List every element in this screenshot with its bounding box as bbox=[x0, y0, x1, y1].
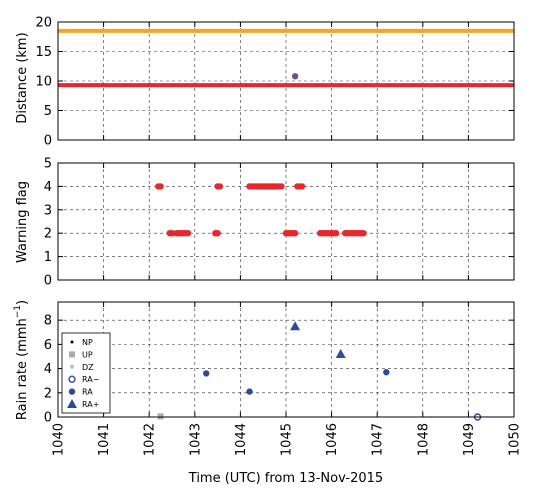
data-point bbox=[360, 230, 367, 237]
distance-ylabel: Distance (km) bbox=[15, 32, 30, 123]
legend-label: UP bbox=[82, 350, 93, 359]
time-xlabel: Time (UTC) from 13-Nov-2015 bbox=[188, 471, 383, 486]
y-tick-label: 10 bbox=[35, 75, 52, 90]
legend-label: RA+ bbox=[82, 400, 99, 409]
x-tick-label: 1044 bbox=[234, 423, 249, 456]
data-point-square bbox=[157, 413, 164, 420]
data-point-circle bbox=[203, 370, 210, 377]
x-tick-label: 1043 bbox=[188, 423, 203, 456]
x-tick-label: 1041 bbox=[97, 423, 112, 456]
data-point-circle bbox=[246, 388, 253, 395]
x-tick-label: 1045 bbox=[280, 423, 295, 456]
y-tick-label: 2 bbox=[44, 386, 52, 401]
legend-label: DZ bbox=[82, 363, 94, 372]
data-point-triangle bbox=[290, 321, 301, 331]
rain-rate-panel: 0 2 4 6 8 1040 1041 1042 1043 1044 1045 1046 1047 104… bbox=[44, 301, 523, 456]
x-tick-label: 1040 bbox=[52, 423, 67, 456]
y-tick-label: 6 bbox=[44, 338, 52, 353]
y-tick-label: 0 bbox=[44, 411, 52, 426]
y-tick-label: 4 bbox=[44, 362, 52, 377]
y-tick-label: 0 bbox=[44, 274, 52, 289]
data-point bbox=[216, 183, 224, 190]
legend-marker bbox=[68, 375, 76, 383]
y-tick-label: 8 bbox=[44, 314, 52, 329]
data-point bbox=[298, 183, 306, 190]
y-tick-label: 1 bbox=[44, 250, 52, 265]
warning-flag-panel: 0 1 2 3 4 5 bbox=[44, 157, 515, 289]
y-tick-label: 5 bbox=[44, 157, 52, 172]
plot-frame bbox=[57, 21, 515, 141]
legend-label: NP bbox=[82, 338, 93, 347]
rain-rate-ylabel-main: Rain rate (mmh bbox=[15, 318, 30, 420]
data-point bbox=[184, 230, 192, 237]
data-point bbox=[214, 230, 221, 237]
legend-marker bbox=[69, 351, 75, 358]
data-point bbox=[332, 230, 340, 237]
x-tick-label: 1049 bbox=[462, 423, 477, 456]
rain-rate-ylabel-sup: −1 bbox=[13, 305, 23, 318]
y-tick-label: 0 bbox=[44, 134, 52, 149]
data-point bbox=[291, 230, 299, 237]
legend-marker bbox=[70, 340, 74, 344]
data-point-triangle bbox=[335, 349, 346, 359]
x-tick-label: 1042 bbox=[143, 423, 158, 456]
y-tick-label: 4 bbox=[44, 180, 52, 195]
data-point bbox=[291, 73, 299, 80]
legend: NP UP DZ RA− RA RA+ bbox=[61, 332, 111, 414]
rain-rate-ylabel-tail: ) bbox=[15, 300, 30, 305]
y-tick-label: 3 bbox=[44, 203, 52, 218]
data-point bbox=[157, 183, 164, 190]
plot-frame bbox=[57, 162, 515, 281]
x-tick-label: 1048 bbox=[416, 423, 431, 456]
legend-label: RA− bbox=[82, 375, 99, 384]
data-point-circle bbox=[383, 369, 390, 376]
legend-box bbox=[61, 332, 111, 414]
data-point bbox=[168, 230, 176, 237]
legend-marker bbox=[67, 399, 77, 408]
legend-label: RA bbox=[82, 388, 93, 397]
legend-marker bbox=[70, 364, 74, 369]
warning-flag-ylabel: Warning flag bbox=[15, 181, 30, 263]
data-point bbox=[278, 183, 285, 190]
distance-panel: 0 5 10 15 20 bbox=[35, 16, 515, 149]
y-tick-label: 2 bbox=[44, 227, 52, 242]
legend-marker bbox=[68, 388, 76, 395]
y-tick-label: 20 bbox=[35, 16, 52, 31]
x-tick-label: 1046 bbox=[325, 423, 340, 456]
x-tick-label: 1047 bbox=[371, 423, 386, 456]
y-tick-label: 15 bbox=[35, 45, 52, 60]
plot-frame bbox=[57, 301, 515, 418]
x-tick-label: 1050 bbox=[508, 423, 523, 456]
rain-rate-ylabel: Rain rate (mmh−1) bbox=[13, 300, 30, 420]
y-tick-label: 5 bbox=[44, 104, 52, 119]
